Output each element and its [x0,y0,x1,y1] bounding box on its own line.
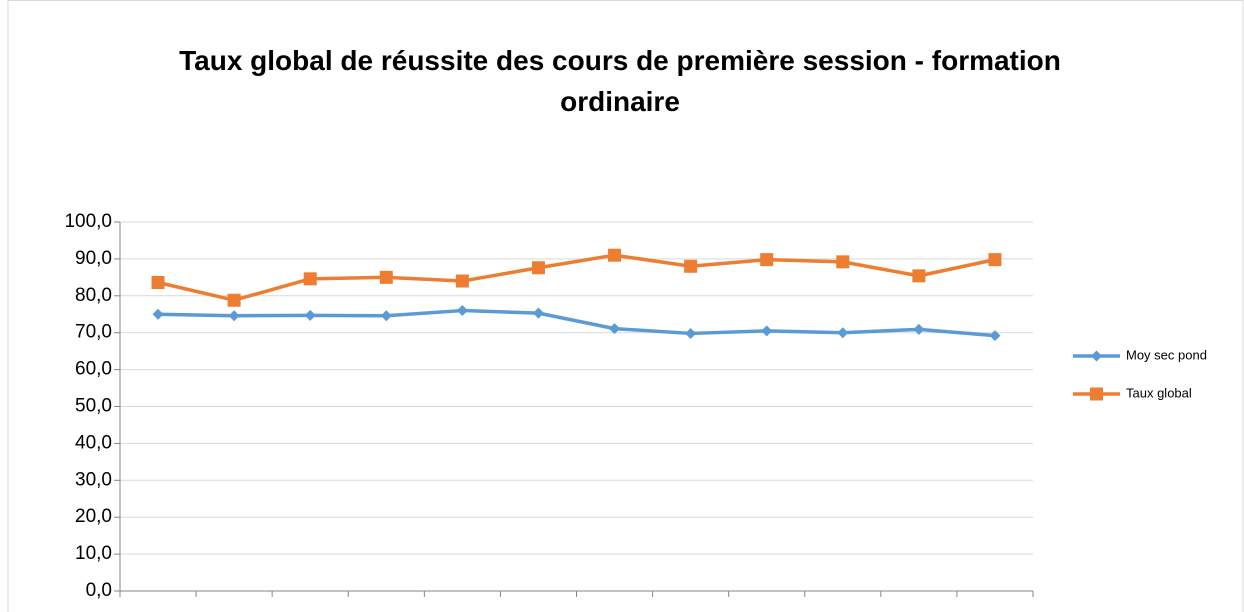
x-tick-label: A 2008 [433,610,492,612]
data-point [760,253,774,267]
x-tick-label: A 2012 [737,610,796,612]
x-tick-label: A 2009 [509,610,568,612]
chart-title: Taux global de réussite des cours de pre… [179,45,1061,117]
series-line [157,253,996,302]
x-tick-label: A 2004 [128,610,188,612]
legend-label: Taux global [1126,385,1192,400]
x-tick-label: A 2005 [205,610,264,612]
data-point [761,325,773,337]
data-point [988,253,1002,267]
data-point [685,327,697,339]
data-point [531,261,545,275]
data-point [532,307,544,319]
data-point [304,309,316,321]
x-tick-label: A 2007 [357,610,416,612]
legend-marker [1090,387,1103,401]
data-point [836,255,850,269]
y-tick-label: 70,0 [75,322,112,343]
x-tick-label: A 2015 [965,610,1024,612]
data-point [684,259,698,273]
data-point [303,272,317,286]
chart-border [7,0,1244,612]
legend-label: Moy sec pond [1126,347,1207,362]
data-point [912,269,926,283]
series-line [158,308,996,338]
data-point [989,330,1001,342]
legend-marker [1091,350,1102,362]
data-point [228,310,240,322]
x-tick-label: A 2014 [889,610,949,612]
data-point [380,310,392,322]
x-tick-label: A 2010 [585,610,644,612]
data-point [608,248,622,262]
data-point [151,276,165,290]
data-point [456,305,468,317]
x-tick-label: A 2011 [662,610,720,612]
data-point [455,274,469,288]
x-tick-label: A 2006 [281,610,340,612]
data-point [913,323,925,335]
y-tick-label: 20,0 [75,506,112,527]
y-tick-label: 40,0 [75,432,112,453]
y-tick-label: 60,0 [75,359,112,380]
y-tick-label: 80,0 [75,285,112,306]
data-point [379,270,393,284]
y-tick-label: 50,0 [75,396,112,417]
data-point [227,293,241,307]
y-tick-label: 30,0 [75,469,112,490]
y-tick-label: 90,0 [75,248,112,269]
data-point [152,308,164,320]
data-point [837,327,849,339]
y-tick-label: 0,0 [86,580,112,601]
y-tick-label: 100,0 [64,211,112,232]
x-tick-label: A 2013 [813,610,872,612]
data-point [609,323,621,335]
y-tick-label: 10,0 [75,543,112,564]
